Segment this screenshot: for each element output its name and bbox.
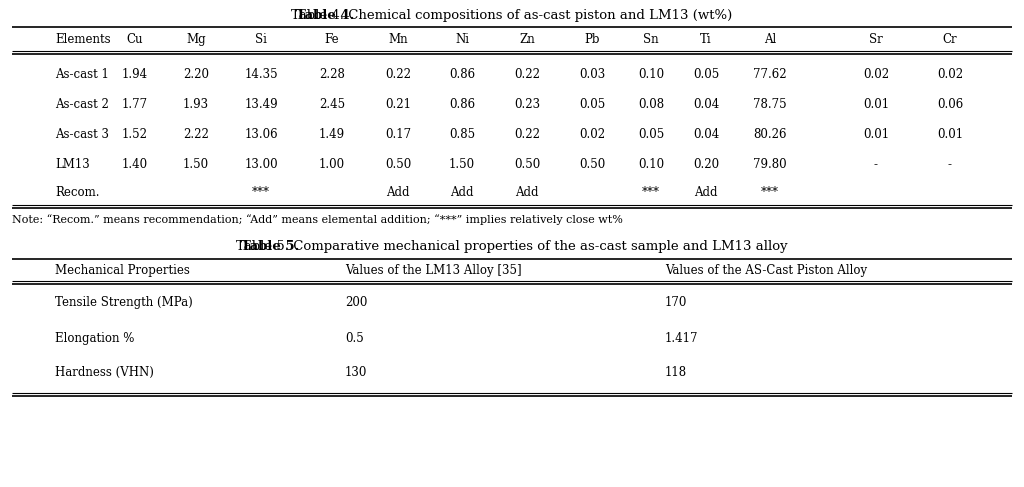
Text: Pb: Pb [585, 33, 600, 46]
Text: 13.06: 13.06 [244, 128, 278, 141]
Text: Al: Al [764, 33, 776, 46]
Text: 0.10: 0.10 [638, 158, 664, 171]
Text: 1.00: 1.00 [318, 158, 345, 171]
Text: 0.86: 0.86 [449, 98, 475, 111]
Text: 0.85: 0.85 [449, 128, 475, 141]
Text: Table 5. Comparative mechanical properties of the as-cast sample and LM13 alloy: Table 5. Comparative mechanical properti… [237, 240, 787, 253]
Text: Values of the LM13 Alloy [35]: Values of the LM13 Alloy [35] [345, 264, 521, 277]
Text: 0.05: 0.05 [638, 128, 665, 141]
Text: 1.94: 1.94 [122, 68, 148, 81]
Text: Add: Add [515, 186, 539, 199]
Text: Add: Add [451, 186, 474, 199]
Text: Elongation %: Elongation % [55, 332, 134, 345]
Text: -: - [874, 158, 878, 171]
Text: Mechanical Properties: Mechanical Properties [55, 264, 189, 277]
Text: Note: “Recom.” means recommendation; “Add” means elemental addition; “***” impli: Note: “Recom.” means recommendation; “Ad… [12, 214, 624, 225]
Text: 0.01: 0.01 [863, 98, 889, 111]
Text: 13.49: 13.49 [244, 98, 278, 111]
Text: 77.62: 77.62 [754, 68, 786, 81]
Text: 2.22: 2.22 [183, 128, 209, 141]
Text: 0.08: 0.08 [638, 98, 664, 111]
Text: 0.02: 0.02 [579, 128, 605, 141]
Text: 79.80: 79.80 [754, 158, 786, 171]
Text: 0.23: 0.23 [514, 98, 540, 111]
Text: 0.86: 0.86 [449, 68, 475, 81]
Text: Cr: Cr [943, 33, 957, 46]
Text: 1.52: 1.52 [122, 128, 148, 141]
Text: 170: 170 [665, 296, 687, 309]
Text: 0.21: 0.21 [385, 98, 411, 111]
Text: Table 5.: Table 5. [241, 240, 299, 253]
Text: 0.04: 0.04 [693, 98, 719, 111]
Text: Sn: Sn [643, 33, 658, 46]
Text: As-cast 2: As-cast 2 [55, 98, 109, 111]
Text: 0.01: 0.01 [937, 128, 963, 141]
Text: Cu: Cu [127, 33, 143, 46]
Text: 0.02: 0.02 [937, 68, 963, 81]
Text: 2.20: 2.20 [183, 68, 209, 81]
Text: Fe: Fe [325, 33, 339, 46]
Text: 0.22: 0.22 [514, 128, 540, 141]
Text: 0.20: 0.20 [693, 158, 719, 171]
Text: LM13: LM13 [55, 158, 90, 171]
Text: 1.50: 1.50 [449, 158, 475, 171]
Text: Mg: Mg [186, 33, 206, 46]
Text: 1.77: 1.77 [122, 98, 148, 111]
Text: Mn: Mn [388, 33, 408, 46]
Text: 1.40: 1.40 [122, 158, 148, 171]
Text: 0.03: 0.03 [579, 68, 605, 81]
Text: 0.22: 0.22 [385, 68, 411, 81]
Text: Sr: Sr [869, 33, 883, 46]
Text: Zn: Zn [519, 33, 535, 46]
Text: 0.06: 0.06 [937, 98, 964, 111]
Text: 14.35: 14.35 [244, 68, 278, 81]
Text: 130: 130 [345, 366, 368, 379]
Text: Hardness (VHN): Hardness (VHN) [55, 366, 154, 379]
Text: 13.00: 13.00 [244, 158, 278, 171]
Text: 80.26: 80.26 [754, 128, 786, 141]
Text: Add: Add [386, 186, 410, 199]
Text: 0.05: 0.05 [579, 98, 605, 111]
Text: ***: *** [252, 186, 270, 199]
Text: Si: Si [255, 33, 267, 46]
Text: 2.45: 2.45 [318, 98, 345, 111]
Text: 2.28: 2.28 [319, 68, 345, 81]
Text: 1.50: 1.50 [183, 158, 209, 171]
Text: 118: 118 [665, 366, 687, 379]
Text: Table 4. Chemical compositions of as-cast piston and LM13 (wt%): Table 4. Chemical compositions of as-cas… [292, 9, 732, 22]
Text: Table 4. Chemical compositions of as-cast piston and LM13 (wt%): Table 4. Chemical compositions of as-cas… [292, 9, 732, 22]
Text: 0.22: 0.22 [514, 68, 540, 81]
Text: ***: *** [761, 186, 779, 199]
Text: Recom.: Recom. [55, 186, 99, 199]
Text: 0.01: 0.01 [863, 128, 889, 141]
Text: 0.17: 0.17 [385, 128, 411, 141]
Text: Table 5. Comparative mechanical properties of the as-cast sample and LM13 alloy: Table 5. Comparative mechanical properti… [237, 240, 787, 253]
Text: 0.5: 0.5 [345, 332, 364, 345]
Text: Add: Add [694, 186, 718, 199]
Text: 0.05: 0.05 [693, 68, 719, 81]
Text: Ni: Ni [455, 33, 469, 46]
Text: 0.02: 0.02 [863, 68, 889, 81]
Text: -: - [948, 158, 952, 171]
Text: ***: *** [642, 186, 660, 199]
Text: 0.50: 0.50 [385, 158, 411, 171]
Text: Elements: Elements [55, 33, 111, 46]
Text: As-cast 1: As-cast 1 [55, 68, 109, 81]
Text: 0.50: 0.50 [579, 158, 605, 171]
Text: Values of the AS-Cast Piston Alloy: Values of the AS-Cast Piston Alloy [665, 264, 867, 277]
Text: 0.50: 0.50 [514, 158, 540, 171]
Text: 1.417: 1.417 [665, 332, 698, 345]
Text: 0.10: 0.10 [638, 68, 664, 81]
Text: 78.75: 78.75 [754, 98, 786, 111]
Text: 1.49: 1.49 [318, 128, 345, 141]
Text: Table 4.: Table 4. [296, 9, 354, 22]
Text: 200: 200 [345, 296, 368, 309]
Text: 1.93: 1.93 [183, 98, 209, 111]
Text: 0.04: 0.04 [693, 128, 719, 141]
Text: As-cast 3: As-cast 3 [55, 128, 109, 141]
Text: Tensile Strength (MPa): Tensile Strength (MPa) [55, 296, 193, 309]
Text: Ti: Ti [700, 33, 712, 46]
